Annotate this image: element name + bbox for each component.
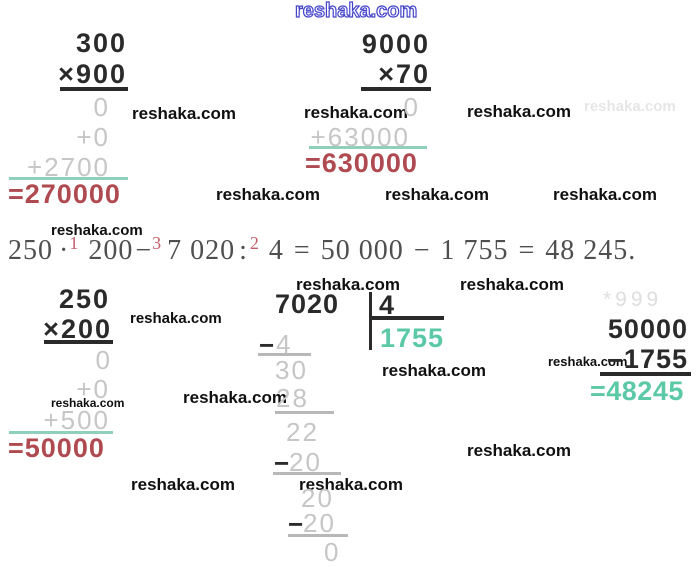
partial-product: 0 [93,92,110,122]
equals-sign: = [293,235,311,266]
division-bracket-vertical [369,292,372,350]
step-order-superscript: 1 [69,233,79,253]
site-watermark: reshaka.com [382,361,486,380]
operand: 250 [8,235,53,266]
product-underline [361,87,431,91]
difference-underline [600,372,691,376]
sum-underline [309,146,427,149]
site-watermark: reshaka.com [584,98,676,115]
step-order-superscript: 2 [249,233,259,253]
quotient-underline [371,316,444,320]
difference-result: =48245 [590,376,684,406]
site-watermark: reshaka.com [183,388,287,407]
site-watermark: reshaka.com [132,104,236,123]
partial-product: +63000 [310,122,410,152]
multiplier-row: ×200 [43,314,112,344]
site-watermark: reshaka.com [299,475,403,494]
partial-product: 0 [95,345,112,375]
step-minus-sign: − [274,448,290,478]
site-watermark: reshaka.com [385,185,489,204]
step-underline [258,353,311,356]
operand: 1 755 [440,235,509,266]
product-result: =270000 [8,179,121,209]
step-order-superscript: 3 [152,233,162,253]
site-watermark: reshaka.com [51,222,143,239]
minus-sign: − [607,345,623,375]
step-minus-sign: − [259,330,275,360]
operand: 7 020 [167,235,236,266]
operator: · [59,235,70,266]
operand: 50 000 [320,235,404,266]
division-step: 20 [301,483,334,513]
site-watermark: reshaka.com [548,354,628,369]
borrow-marks: *999 [603,288,663,311]
minuend: 50000 [607,314,688,344]
division-step: 0 [324,537,341,567]
result-value: 48 245. [545,235,637,266]
dividend: 7020 [275,289,340,319]
step-underline [288,534,348,537]
site-watermark: reshaka.com [460,275,564,294]
division-step: 28 [276,383,309,413]
multiplier-row: ×70 [378,59,430,89]
sum-underline [9,431,113,434]
site-watermark: reshaka.com [51,396,125,410]
division-step: 22 [286,417,319,447]
site-watermark: reshaka.com [296,275,400,294]
equals-sign: = [518,235,536,266]
partial-product: +500 [43,405,110,435]
partial-product: +0 [76,374,110,404]
subtrahend: 1755 [623,344,688,374]
product-result: =50000 [8,433,105,463]
multiplicand: 9000 [361,29,430,59]
site-watermark: reshaka.com [130,310,222,327]
site-watermark: reshaka.com [553,185,657,204]
operand: 200 [88,235,134,266]
sum-underline [9,177,128,180]
site-watermark: reshaka.com [131,475,235,494]
step-underline [275,411,334,414]
site-watermark: reshaka.com [216,185,320,204]
divisor: 4 [379,290,397,320]
expression-line: 250·1 200−3 7 020:2 4 = 50 000−1 755 = 48 245. [8,234,637,266]
product-underline [60,87,128,91]
multiplicand: 250 [58,284,110,314]
multiplier-row: ×900 [58,59,127,89]
partial-product: 0 [403,92,420,122]
step-minus-sign: − [288,509,304,539]
multiplicand: 300 [75,28,127,58]
division-step: 20 [289,447,322,477]
site-watermark: reshaka.com [467,441,571,460]
division-step: 20 [303,508,336,538]
partial-product: +0 [76,122,110,152]
operand: 4 [268,235,284,266]
site-watermark: reshaka.com [294,0,418,22]
product-underline [44,340,113,344]
division-step: 30 [275,355,308,385]
site-watermark: reshaka.com [304,103,408,122]
site-watermark: reshaka.com [467,102,571,121]
quotient: 1755 [380,323,445,353]
step-underline [273,472,341,475]
partial-product: +2700 [26,152,110,182]
operator: − [135,235,153,266]
division-step: 4 [276,329,293,359]
operator: − [413,235,431,266]
product-result: =630000 [305,148,418,178]
operator: : [239,235,248,266]
